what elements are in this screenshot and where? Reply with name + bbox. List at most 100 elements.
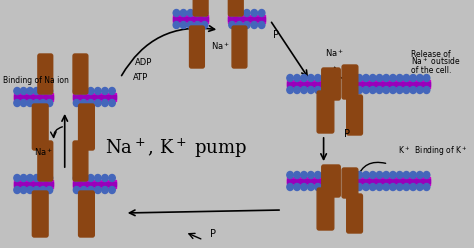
Circle shape bbox=[102, 175, 108, 182]
Circle shape bbox=[321, 172, 328, 179]
Circle shape bbox=[356, 74, 363, 82]
Circle shape bbox=[33, 175, 40, 182]
Circle shape bbox=[244, 9, 250, 17]
Circle shape bbox=[294, 184, 300, 190]
Circle shape bbox=[88, 175, 94, 182]
FancyBboxPatch shape bbox=[73, 54, 88, 94]
Circle shape bbox=[423, 87, 430, 93]
Circle shape bbox=[315, 184, 321, 190]
Circle shape bbox=[294, 172, 300, 179]
Circle shape bbox=[81, 186, 87, 193]
Bar bbox=[14, 93, 53, 101]
Circle shape bbox=[321, 74, 328, 82]
Circle shape bbox=[194, 9, 201, 17]
FancyBboxPatch shape bbox=[346, 95, 363, 135]
Circle shape bbox=[390, 172, 396, 179]
FancyBboxPatch shape bbox=[193, 0, 208, 16]
FancyBboxPatch shape bbox=[79, 191, 94, 237]
Circle shape bbox=[287, 184, 293, 190]
Circle shape bbox=[308, 172, 314, 179]
FancyBboxPatch shape bbox=[32, 104, 48, 150]
Circle shape bbox=[27, 186, 33, 193]
Circle shape bbox=[229, 22, 235, 29]
Circle shape bbox=[308, 74, 314, 82]
Circle shape bbox=[102, 186, 108, 193]
Text: Release of: Release of bbox=[411, 50, 451, 59]
Bar bbox=[287, 177, 328, 185]
Circle shape bbox=[363, 184, 369, 190]
Circle shape bbox=[109, 186, 115, 193]
Circle shape bbox=[95, 175, 101, 182]
Circle shape bbox=[315, 172, 321, 179]
Bar bbox=[287, 179, 328, 183]
Text: K$^+$  Binding of K$^+$: K$^+$ Binding of K$^+$ bbox=[398, 144, 467, 158]
Circle shape bbox=[363, 87, 369, 93]
Bar bbox=[228, 17, 265, 21]
Bar bbox=[73, 95, 116, 99]
Circle shape bbox=[356, 184, 363, 190]
FancyBboxPatch shape bbox=[317, 188, 334, 230]
Circle shape bbox=[370, 184, 376, 190]
FancyBboxPatch shape bbox=[38, 141, 53, 181]
Circle shape bbox=[14, 186, 20, 193]
Circle shape bbox=[187, 9, 194, 17]
Circle shape bbox=[194, 22, 201, 29]
Circle shape bbox=[363, 74, 369, 82]
Circle shape bbox=[410, 87, 416, 93]
FancyBboxPatch shape bbox=[342, 65, 358, 99]
Circle shape bbox=[40, 186, 46, 193]
FancyBboxPatch shape bbox=[346, 194, 363, 233]
Circle shape bbox=[33, 88, 40, 94]
FancyBboxPatch shape bbox=[232, 26, 247, 68]
Bar bbox=[287, 82, 328, 86]
Circle shape bbox=[109, 175, 115, 182]
Circle shape bbox=[40, 88, 46, 94]
Circle shape bbox=[14, 99, 20, 106]
Circle shape bbox=[417, 184, 423, 190]
Circle shape bbox=[95, 88, 101, 94]
Circle shape bbox=[410, 172, 416, 179]
Circle shape bbox=[102, 88, 108, 94]
Circle shape bbox=[20, 99, 27, 106]
Circle shape bbox=[294, 87, 300, 93]
Circle shape bbox=[27, 88, 33, 94]
Circle shape bbox=[376, 184, 383, 190]
Bar bbox=[73, 180, 116, 188]
Circle shape bbox=[109, 99, 115, 106]
Circle shape bbox=[396, 74, 403, 82]
Circle shape bbox=[251, 9, 257, 17]
Circle shape bbox=[390, 87, 396, 93]
Text: P: P bbox=[273, 30, 279, 40]
Circle shape bbox=[46, 99, 53, 106]
Circle shape bbox=[315, 74, 321, 82]
Text: Na$^+$: Na$^+$ bbox=[34, 146, 53, 158]
Circle shape bbox=[229, 9, 235, 17]
Circle shape bbox=[301, 74, 307, 82]
Circle shape bbox=[14, 175, 20, 182]
FancyBboxPatch shape bbox=[38, 54, 53, 94]
Circle shape bbox=[403, 87, 410, 93]
Bar bbox=[356, 179, 430, 183]
Circle shape bbox=[251, 22, 257, 29]
Circle shape bbox=[390, 184, 396, 190]
Bar bbox=[73, 182, 116, 186]
Text: ATP: ATP bbox=[133, 73, 148, 82]
Circle shape bbox=[363, 172, 369, 179]
Bar bbox=[173, 15, 208, 23]
Circle shape bbox=[370, 87, 376, 93]
Circle shape bbox=[383, 87, 390, 93]
Text: Na$^+$ outside: Na$^+$ outside bbox=[411, 55, 461, 67]
Circle shape bbox=[81, 88, 87, 94]
Text: P: P bbox=[344, 129, 350, 139]
Circle shape bbox=[301, 184, 307, 190]
Circle shape bbox=[14, 88, 20, 94]
Circle shape bbox=[396, 184, 403, 190]
Circle shape bbox=[95, 99, 101, 106]
Circle shape bbox=[46, 175, 53, 182]
Circle shape bbox=[27, 175, 33, 182]
Circle shape bbox=[73, 99, 80, 106]
Circle shape bbox=[88, 99, 94, 106]
FancyBboxPatch shape bbox=[317, 91, 334, 133]
Circle shape bbox=[417, 172, 423, 179]
Circle shape bbox=[244, 22, 250, 29]
